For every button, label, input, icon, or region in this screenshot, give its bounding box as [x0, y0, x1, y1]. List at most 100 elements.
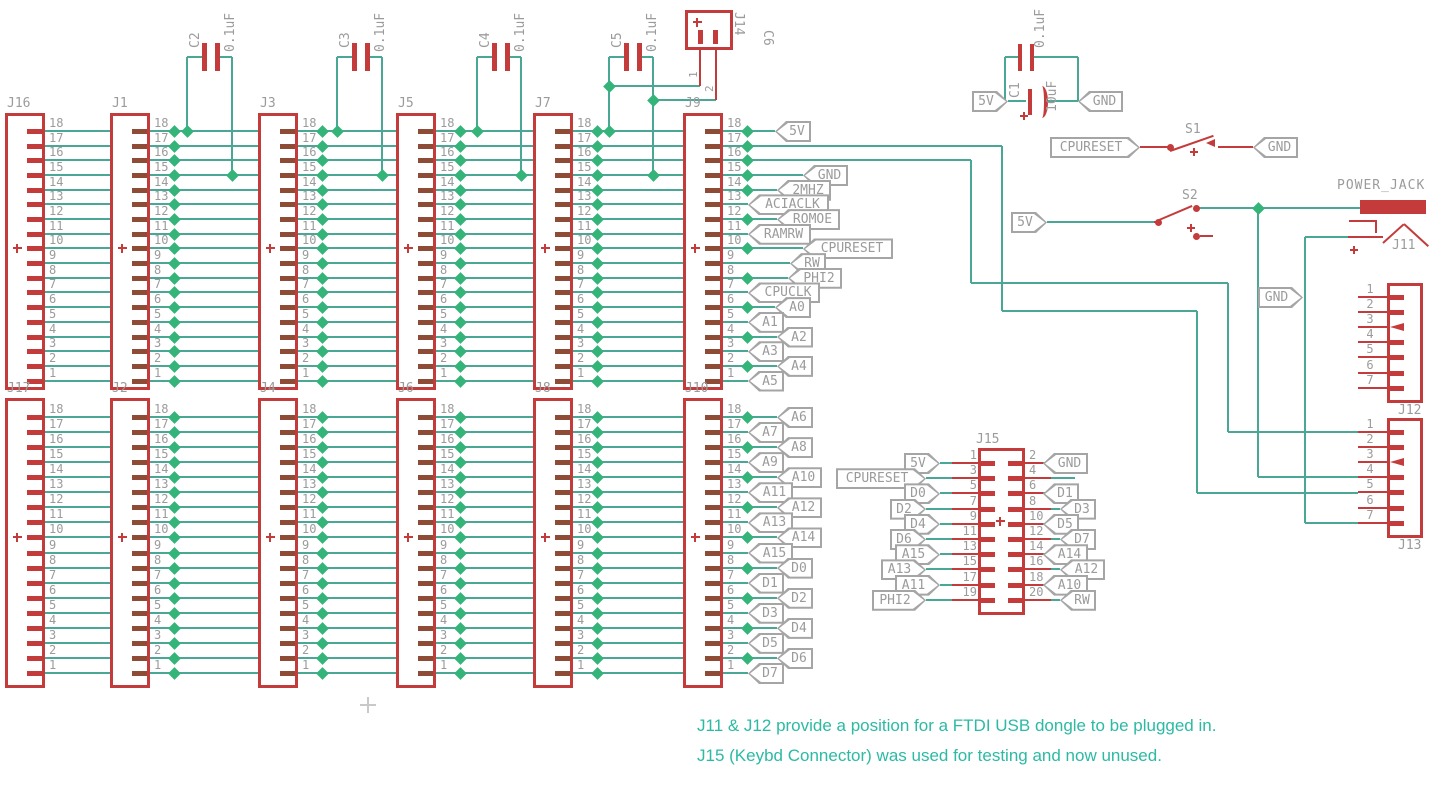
net-flag-d6[interactable]: D6 — [777, 647, 813, 669]
net-flag-d0[interactable]: D0 — [777, 557, 813, 579]
net-flag-gnd[interactable]: GND — [1258, 287, 1303, 308]
capacitor-c4-plate[interactable] — [492, 43, 497, 71]
connector-j13-box[interactable] — [1387, 418, 1423, 538]
net-flag-a1[interactable]: A1 — [748, 311, 784, 333]
connector-pin-bar — [132, 158, 147, 164]
pin-number: 17 — [727, 417, 742, 432]
wire-segment — [652, 57, 654, 176]
junction-dot — [591, 301, 604, 315]
net-flag-a4[interactable]: A4 — [777, 355, 813, 377]
pin-number: 8 — [440, 262, 448, 277]
connector-pin-bar — [132, 202, 147, 208]
pin-number: 12 — [727, 492, 742, 507]
pin-number: 7 — [49, 277, 57, 292]
net-flag-gnd[interactable]: GND — [1253, 137, 1298, 158]
net-flag-5v[interactable]: 5V — [1011, 212, 1047, 233]
capacitor-c1-curved-plate[interactable] — [1038, 86, 1048, 118]
capacitor-c1-plate[interactable] — [1028, 89, 1032, 115]
connector-pin-bar — [981, 521, 995, 527]
junction-dot — [591, 426, 604, 439]
net-flag-d7-text: D7 — [1062, 531, 1094, 548]
net-flag-d5[interactable]: D5 — [1043, 513, 1079, 535]
wire-segment — [940, 522, 952, 525]
net-flag-5v[interactable]: 5V — [775, 121, 811, 142]
connector-pin-bar — [555, 261, 570, 267]
pin-number: 1 — [154, 658, 162, 673]
pin-number: 7 — [154, 277, 162, 292]
net-flag-a10[interactable]: A10 — [777, 467, 822, 489]
j14-name: J14 — [731, 12, 746, 36]
net-flag-d3[interactable]: D3 — [748, 602, 784, 624]
junction-dot — [454, 667, 467, 680]
net-flag-d0-text: D0 — [906, 485, 938, 502]
connector-j14-box[interactable] — [685, 10, 733, 50]
wire-segment — [940, 462, 952, 464]
pin-number: 13 — [962, 539, 977, 554]
connector-pin-bar — [705, 158, 720, 164]
net-flag-d4[interactable]: D4 — [777, 617, 813, 639]
net-flag-gnd[interactable]: GND — [1078, 91, 1123, 112]
capacitor-c5-plate[interactable] — [624, 43, 629, 71]
net-flag-d7[interactable]: D7 — [748, 663, 784, 685]
net-flag-a8[interactable]: A8 — [777, 437, 813, 459]
net-flag-a0[interactable]: A0 — [775, 297, 811, 319]
capacitor-c5-plate[interactable] — [637, 43, 642, 71]
pin-number: 15 — [577, 447, 592, 462]
connector-pin-bar — [132, 475, 147, 481]
connector-j2-box[interactable] — [110, 398, 150, 688]
pin-number: 8 — [154, 552, 162, 567]
net-flag-d1[interactable]: D1 — [1043, 483, 1079, 505]
net-flag-d1[interactable]: D1 — [748, 572, 784, 594]
capacitor-bypass-plate[interactable] — [1018, 44, 1022, 71]
connector-pin-bar — [27, 445, 42, 451]
pin-number: 6 — [1029, 478, 1037, 493]
capacitor-bypass-plate[interactable] — [1030, 44, 1034, 71]
pin-number: 1 — [440, 365, 448, 380]
connector-pin-bar — [27, 535, 42, 541]
net-flag-a9[interactable]: A9 — [748, 452, 784, 474]
pin-number: 12 — [302, 204, 317, 219]
power-jack-tip-bar[interactable] — [1360, 200, 1426, 214]
capacitor-c2-plate[interactable] — [215, 43, 220, 71]
net-flag-cpureset[interactable]: CPURESET — [836, 468, 926, 489]
net-flag-a3[interactable]: A3 — [748, 341, 784, 363]
connector-pin-bar — [981, 476, 995, 482]
net-flag-a7[interactable]: A7 — [748, 422, 784, 444]
connector-pin-bar — [280, 625, 295, 631]
pin-number: 18 — [1029, 569, 1044, 584]
net-flag-ramrw[interactable]: RAMRW — [748, 223, 811, 245]
wire-segment — [1358, 461, 1390, 464]
net-flag-a2[interactable]: A2 — [777, 326, 813, 348]
net-flag-cpureset[interactable]: CPURESET — [1050, 137, 1140, 158]
net-flag-rw[interactable]: RW — [1060, 589, 1096, 611]
pin-number: 7 — [302, 567, 310, 582]
j11-ref-label: J11 — [1392, 238, 1416, 253]
net-flag-a5[interactable]: A5 — [748, 370, 784, 392]
connector-pin-bar — [132, 415, 147, 420]
net-flag-a11[interactable]: A11 — [748, 482, 793, 504]
net-flag-gnd[interactable]: GND — [1043, 453, 1088, 474]
pin-number: 1 — [49, 658, 57, 673]
pin-number: 2 — [577, 350, 585, 365]
capacitor-c3-plate[interactable] — [352, 43, 357, 71]
net-flag-a13[interactable]: A13 — [748, 512, 793, 534]
wire-segment — [952, 507, 978, 510]
capacitor-c2-plate[interactable] — [202, 43, 207, 71]
capacitor-c4-plate[interactable] — [505, 43, 510, 71]
connector-pin-bar — [418, 415, 433, 420]
net-flag-d5[interactable]: D5 — [748, 632, 784, 654]
net-flag-a13[interactable]: A13 — [881, 559, 926, 580]
net-flag-a6[interactable]: A6 — [777, 407, 813, 428]
net-flag-phi2[interactable]: PHI2 — [872, 590, 926, 611]
net-flag-a12[interactable]: A12 — [1060, 559, 1105, 581]
connector-j15-box[interactable] — [978, 448, 1025, 615]
connector-pin-bar — [705, 129, 720, 134]
net-flag-a15[interactable]: A15 — [748, 542, 793, 564]
junction-dot — [454, 213, 467, 226]
capacitor-c3-plate[interactable] — [365, 43, 370, 71]
junction-dot — [454, 652, 467, 665]
net-flag-5v[interactable]: 5V — [972, 91, 1008, 112]
net-flag-d2[interactable]: D2 — [777, 587, 813, 609]
junction-dot — [316, 227, 329, 241]
wire-segment — [952, 568, 978, 571]
